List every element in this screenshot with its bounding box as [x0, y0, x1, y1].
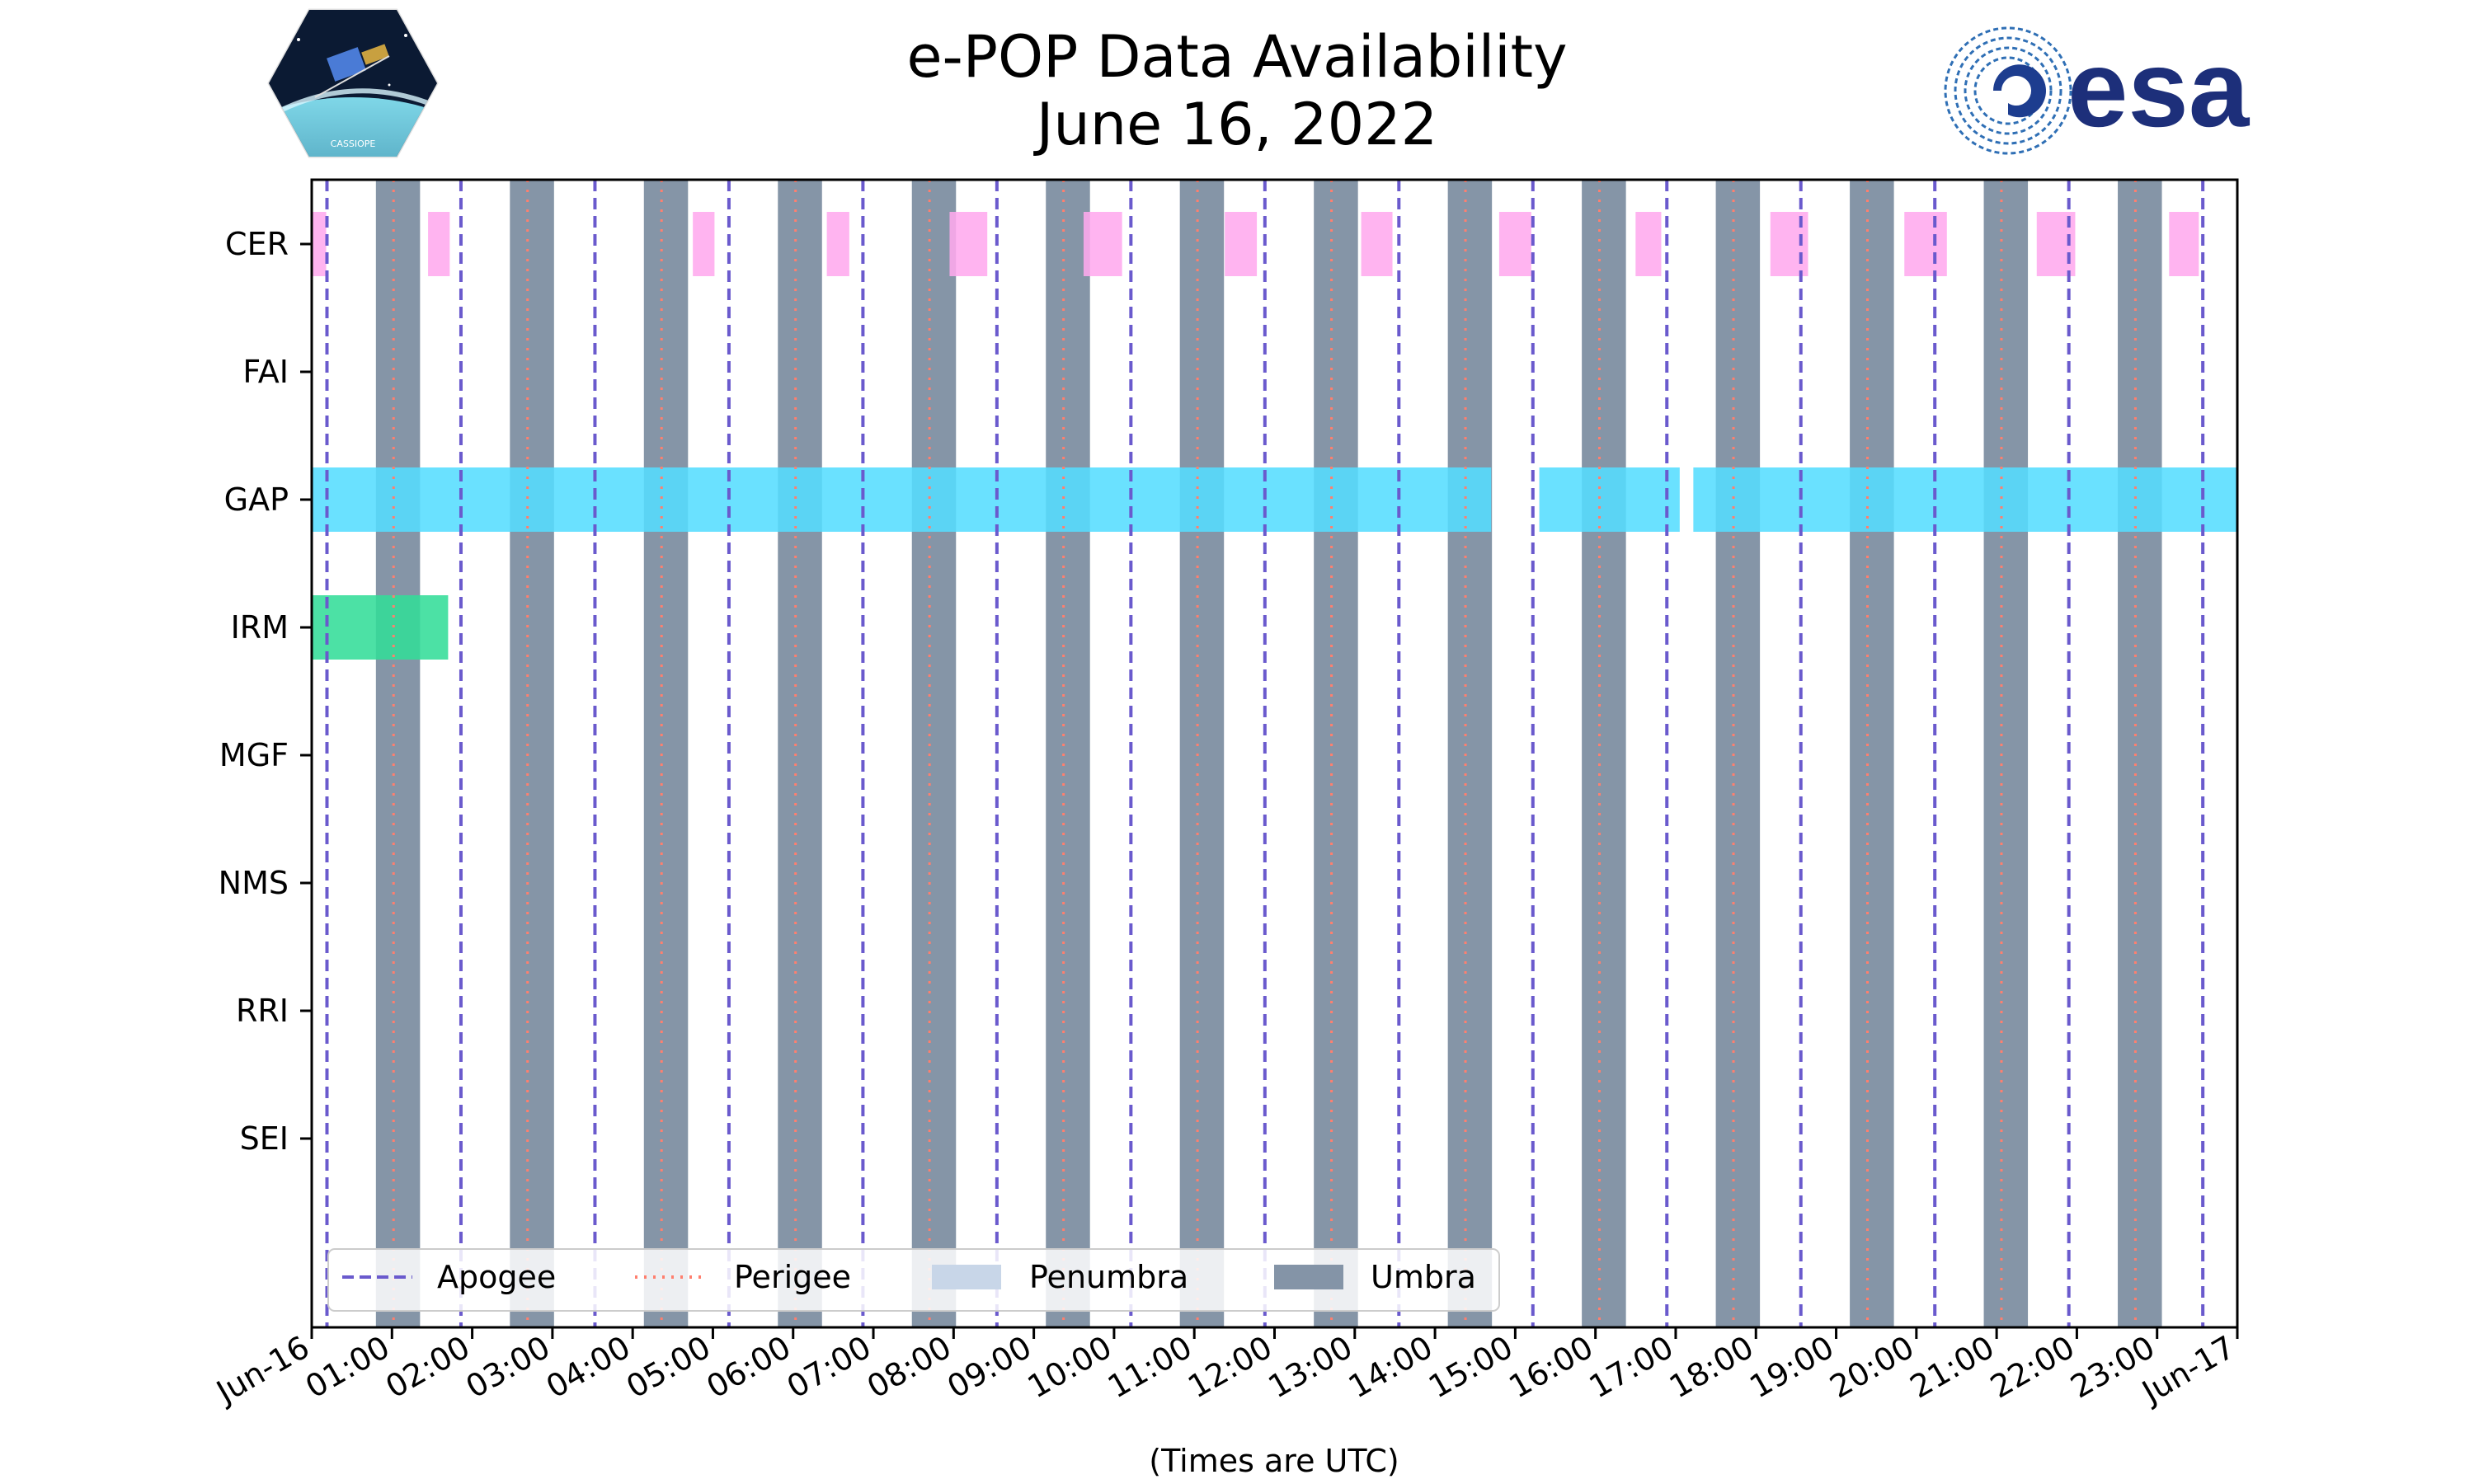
- y-tick-label-irm: IRM: [231, 609, 289, 646]
- legend-apogee-label: Apogee: [437, 1259, 556, 1295]
- legend-penumbra-swatch: [932, 1265, 1001, 1289]
- bar-cer-2: [693, 212, 715, 276]
- umbra-band-10: [1715, 180, 1761, 1327]
- umbra-band-3: [778, 180, 822, 1327]
- x-tick-label-16: 16:00: [1503, 1329, 1599, 1406]
- legend-box: [327, 1248, 1500, 1312]
- bar-cer-1: [428, 212, 450, 276]
- x-tick-label-17: 17:00: [1583, 1329, 1680, 1406]
- bar-cer-0: [312, 212, 327, 276]
- umbra-band-0: [375, 180, 421, 1327]
- x-tick-label-12: 12:00: [1182, 1329, 1278, 1406]
- bar-cer-11: [1904, 212, 1947, 276]
- x-tick-label-21: 21:00: [1904, 1329, 2001, 1406]
- umbra-band-7: [1314, 180, 1358, 1327]
- legend-umbra-label: Umbra: [1371, 1259, 1476, 1295]
- y-tick-label-mgf: MGF: [219, 737, 289, 773]
- bar-cer-3: [826, 212, 849, 276]
- esa-logo-text: esa: [2067, 28, 2251, 149]
- x-axis: Jun-1601:0002:0003:0004:0005:0006:0007:0…: [209, 1327, 2241, 1411]
- bar-cer-5: [1083, 212, 1122, 276]
- x-tick-label-3: 03:00: [460, 1329, 557, 1406]
- umbra-bands: [375, 180, 2162, 1327]
- x-tick-label-2: 02:00: [379, 1329, 476, 1406]
- x-tick-label-5: 05:00: [620, 1329, 717, 1406]
- x-tick-label-24: Jun-17: [2135, 1329, 2241, 1411]
- x-tick-label-9: 09:00: [941, 1329, 1037, 1406]
- legend-perigee-label: Perigee: [734, 1259, 851, 1295]
- y-tick-label-gap: GAP: [224, 481, 289, 518]
- x-tick-label-11: 11:00: [1102, 1329, 1198, 1406]
- orbit-marker-lines: [325, 180, 2205, 1327]
- umbra-band-8: [1447, 180, 1493, 1327]
- x-tick-label-14: 14:00: [1343, 1329, 1439, 1406]
- x-tick-label-7: 07:00: [781, 1329, 877, 1406]
- bar-cer-4: [949, 212, 988, 276]
- x-tick-label-6: 06:00: [700, 1329, 797, 1406]
- x-axis-label: (Times are UTC): [1149, 1443, 1399, 1479]
- legend-penumbra-label: Penumbra: [1029, 1259, 1188, 1295]
- umbra-band-13: [2118, 180, 2162, 1327]
- bar-cer-6: [1225, 212, 1258, 276]
- bar-gap-0: [312, 467, 1492, 532]
- umbra-band-2: [643, 180, 689, 1327]
- umbra-band-1: [510, 180, 554, 1327]
- x-tick-label-4: 04:00: [540, 1329, 637, 1406]
- legend-umbra-swatch: [1274, 1265, 1343, 1289]
- umbra-band-5: [1046, 180, 1090, 1327]
- x-tick-label-1: 01:00: [299, 1329, 396, 1406]
- bar-cer-7: [1361, 212, 1393, 276]
- bar-cer-13: [2169, 212, 2199, 276]
- chart-title-line-1: e-POP Data Availability: [906, 23, 1568, 91]
- availability-bars: [312, 212, 2237, 660]
- bar-cer-8: [1498, 212, 1531, 276]
- y-tick-label-fai: FAI: [242, 354, 289, 390]
- bar-gap-1: [1539, 467, 1680, 532]
- umbra-band-11: [1850, 180, 1894, 1327]
- y-tick-label-nms: NMS: [219, 865, 289, 901]
- umbra-band-4: [911, 180, 957, 1327]
- x-tick-label-19: 19:00: [1743, 1329, 1840, 1406]
- legend: Apogee Perigee Penumbra Umbra: [327, 1248, 1500, 1312]
- bar-cer-9: [1635, 212, 1662, 276]
- chart-title-line-2: June 16, 2022: [1036, 91, 1438, 158]
- umbra-band-12: [1983, 180, 2029, 1327]
- x-tick-label-10: 10:00: [1022, 1329, 1118, 1406]
- cassiope-logo-icon: CASSIOPE: [267, 8, 439, 158]
- bar-gap-2: [1693, 467, 2237, 532]
- plot-area-frame: [310, 178, 2239, 1329]
- y-axis: CER FAI GAP IRM MGF NMS RRI SEI: [219, 226, 312, 1157]
- umbra-band-9: [1582, 180, 1626, 1327]
- x-tick-label-13: 13:00: [1262, 1329, 1358, 1406]
- x-tick-label-0: Jun-16: [209, 1329, 316, 1411]
- cassiope-logo-caption: CASSIOPE: [331, 139, 376, 149]
- y-tick-label-cer: CER: [225, 226, 289, 262]
- esa-logo-icon: esa: [1942, 25, 2251, 157]
- umbra-band-6: [1179, 180, 1225, 1327]
- x-tick-label-22: 22:00: [1984, 1329, 2081, 1406]
- y-tick-label-rri: RRI: [236, 993, 289, 1029]
- y-tick-label-sei: SEI: [240, 1120, 289, 1157]
- bar-irm-0: [312, 595, 449, 660]
- x-tick-label-20: 20:00: [1823, 1329, 1920, 1406]
- x-tick-label-15: 15:00: [1423, 1329, 1519, 1406]
- x-tick-label-8: 08:00: [861, 1329, 957, 1406]
- x-tick-label-18: 18:00: [1663, 1329, 1760, 1406]
